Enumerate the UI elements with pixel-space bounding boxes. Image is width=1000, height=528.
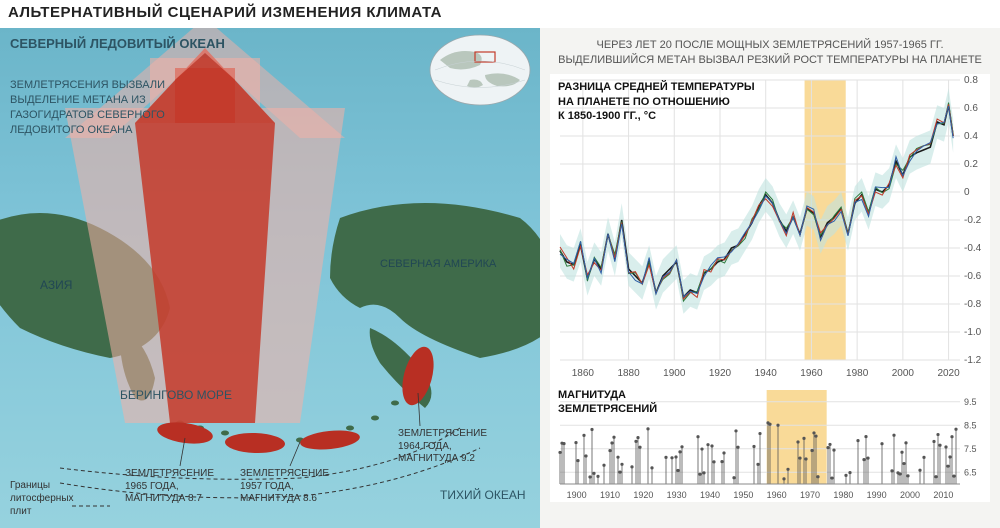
svg-text:-0.4: -0.4	[964, 243, 982, 254]
svg-text:-1.2: -1.2	[964, 355, 982, 366]
label-pacific: ТИХИЙ ОКЕАН	[440, 488, 526, 502]
svg-text:6.5: 6.5	[964, 467, 977, 477]
temp-chart-title: РАЗНИЦА СРЕДНЕЙ ТЕМПЕРАТУРЫ НА ПЛАНЕТЕ П…	[558, 80, 755, 125]
svg-text:1900: 1900	[663, 368, 686, 379]
chart-header: ЧЕРЕЗ ЛЕТ 20 ПОСЛЕ МОЩНЫХ ЗЕМЛЕТРЯСЕНИЙ …	[540, 28, 1000, 74]
callout-1957: ЗЕМЛЕТРЯСЕНИЕ 1957 ГОДА, МАГНИТУДА 8.6	[240, 468, 329, 506]
magnitude-chart: МАГНИТУДА ЗЕМЛЕТРЯСЕНИЙ 6.5 7.5 8.5 9.5 1900…	[550, 384, 990, 502]
svg-text:2020: 2020	[937, 368, 960, 379]
svg-text:1930: 1930	[667, 490, 687, 500]
label-asia: АЗИЯ	[40, 278, 72, 292]
svg-text:1990: 1990	[867, 490, 887, 500]
svg-text:1860: 1860	[572, 368, 595, 379]
svg-text:1940: 1940	[700, 490, 720, 500]
svg-text:-0.8: -0.8	[964, 299, 982, 310]
svg-text:1980: 1980	[846, 368, 869, 379]
svg-text:1970: 1970	[800, 490, 820, 500]
svg-text:8.5: 8.5	[964, 420, 977, 430]
callout-1965: ЗЕМЛЕТРЯСЕНИЕ 1965 ГОДА, МАГНИТУДА 8.7	[125, 468, 214, 506]
legend-plates: Границы литосферных плит	[10, 479, 74, 518]
svg-text:1950: 1950	[733, 490, 753, 500]
temp-chart: РАЗНИЦА СРЕДНЕЙ ТЕМПЕРАТУРЫ НА ПЛАНЕТЕ П…	[550, 74, 990, 384]
ocean-subtitle: ЗЕМЛЕТРЯСЕНИЯ ВЫЗВАЛИ ВЫДЕЛЕНИЕ МЕТАНА И…	[10, 78, 220, 137]
svg-text:1940: 1940	[755, 368, 778, 379]
svg-text:1910: 1910	[600, 490, 620, 500]
svg-text:1960: 1960	[800, 368, 823, 379]
callout-1964: ЗЕМЛЕТРЯСЕНИЕ 1964 ГОДА, МАГНИТУДА 9.2	[398, 428, 487, 466]
globe-inset	[425, 30, 535, 110]
map-panel: СЕВЕРНЫЙ ЛЕДОВИТЫЙ ОКЕАН ЗЕМЛЕТРЯСЕНИЯ В…	[0, 28, 540, 528]
svg-text:1980: 1980	[833, 490, 853, 500]
svg-text:9.5: 9.5	[964, 396, 977, 406]
page-title: АЛЬТЕРНАТИВНЫЙ СЦЕНАРИЙ ИЗМЕНЕНИЯ КЛИМАТ…	[0, 0, 1000, 28]
label-bering-sea: БЕРИНГОВО МОРЕ	[120, 388, 232, 402]
svg-text:-0.2: -0.2	[964, 215, 982, 226]
magnitude-chart-title: МАГНИТУДА ЗЕМЛЕТРЯСЕНИЙ	[558, 388, 657, 417]
svg-text:-1.0: -1.0	[964, 327, 982, 338]
svg-text:1960: 1960	[767, 490, 787, 500]
right-panel: ЧЕРЕЗ ЛЕТ 20 ПОСЛЕ МОЩНЫХ ЗЕМЛЕТРЯСЕНИЙ …	[540, 28, 1000, 528]
svg-text:1900: 1900	[567, 490, 587, 500]
svg-text:1920: 1920	[633, 490, 653, 500]
label-north-america: СЕВЕРНАЯ АМЕРИКА	[380, 258, 496, 270]
svg-text:1920: 1920	[709, 368, 732, 379]
svg-text:0.4: 0.4	[964, 131, 978, 142]
svg-text:0.6: 0.6	[964, 103, 978, 114]
svg-text:2010: 2010	[933, 490, 953, 500]
main-content: СЕВЕРНЫЙ ЛЕДОВИТЫЙ ОКЕАН ЗЕМЛЕТРЯСЕНИЯ В…	[0, 28, 1000, 528]
ocean-title: СЕВЕРНЫЙ ЛЕДОВИТЫЙ ОКЕАН	[10, 36, 225, 51]
svg-text:0.8: 0.8	[964, 75, 978, 86]
svg-text:2000: 2000	[900, 490, 920, 500]
svg-text:0.2: 0.2	[964, 159, 978, 170]
svg-text:2000: 2000	[892, 368, 915, 379]
svg-text:-0.6: -0.6	[964, 271, 982, 282]
svg-text:1880: 1880	[617, 368, 640, 379]
svg-text:0: 0	[964, 187, 970, 198]
svg-text:7.5: 7.5	[964, 443, 977, 453]
